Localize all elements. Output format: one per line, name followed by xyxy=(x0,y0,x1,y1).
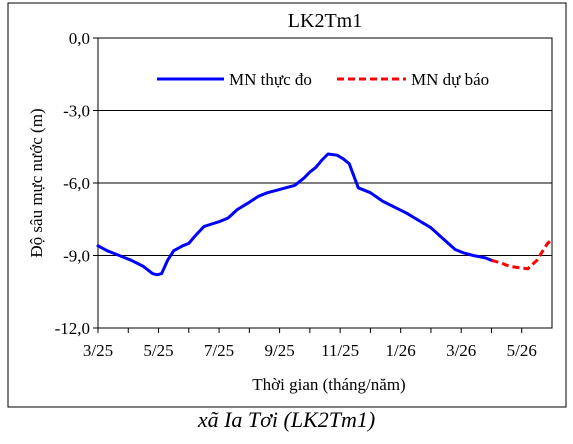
y-tick-label: -12,0 xyxy=(55,319,90,338)
y-axis-label: Độ sâu mực nước (m) xyxy=(27,108,46,257)
y-tick-label: 0,0 xyxy=(69,29,90,48)
y-tick-label: -9,0 xyxy=(63,247,90,266)
x-tick-label: 3/25 xyxy=(83,341,113,360)
figure-caption: xã Ia Tơi (LK2Tm1) xyxy=(197,407,376,432)
data-series xyxy=(96,152,553,277)
x-tick-labels: 3/25 5/25 7/25 9/25 11/25 1/26 3/26 5/26 xyxy=(83,341,537,360)
x-tick-label: 5/26 xyxy=(507,341,537,360)
legend-label-forecast: MN dự báo xyxy=(411,70,489,89)
y-tick-labels: 0,0 -3,0 -6,0 -9,0 -12,0 xyxy=(55,29,90,338)
series-line-measured xyxy=(96,152,493,277)
y-tick-label: -6,0 xyxy=(63,174,90,193)
x-tick-label: 1/26 xyxy=(386,341,416,360)
x-tick-label: 7/25 xyxy=(204,341,234,360)
axis-ticks xyxy=(93,37,523,333)
x-axis-label: Thời gian (tháng/năm) xyxy=(252,375,405,394)
y-tick-label: -3,0 xyxy=(63,102,90,121)
legend-label-measured: MN thực đo xyxy=(229,70,312,89)
chart-title: LK2Tm1 xyxy=(288,10,362,32)
x-tick-label: 3/26 xyxy=(446,341,476,360)
x-tick-label: 9/25 xyxy=(264,341,294,360)
series-line-forecast xyxy=(491,238,553,271)
x-tick-label: 11/25 xyxy=(321,341,359,360)
legend: MN thực đo MN dự báo xyxy=(157,70,489,89)
x-tick-label: 5/25 xyxy=(143,341,173,360)
